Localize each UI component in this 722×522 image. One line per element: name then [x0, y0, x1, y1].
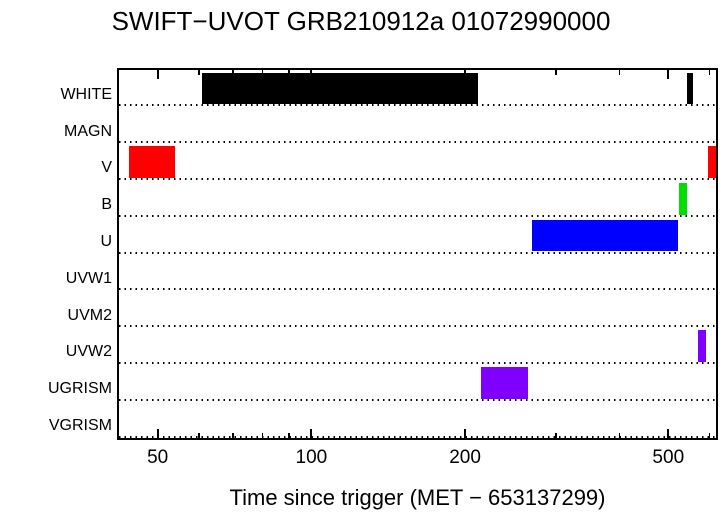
x-axis-minor-tick [288, 433, 290, 438]
row-divider-line [119, 361, 716, 364]
x-tick-label: 500 [652, 447, 685, 468]
row-divider-line [119, 104, 716, 107]
filter-label: UVM2 [67, 306, 112, 324]
x-tick-label: 200 [449, 447, 481, 468]
plot-area [119, 70, 716, 438]
row-divider-line [119, 251, 716, 254]
filter-label: UGRISM [48, 380, 112, 398]
x-axis-minor-tick [708, 70, 711, 75]
filter-label: B [101, 196, 112, 214]
x-tick-label: 50 [147, 447, 169, 468]
x-axis-minor-tick [198, 70, 200, 75]
x-axis-major-tick [310, 429, 313, 438]
row-divider-line [119, 288, 716, 291]
x-axis-minor-tick [261, 70, 264, 75]
filter-label: UVW2 [65, 343, 112, 361]
timeline-bar-white [201, 72, 478, 105]
filter-label: MAGN [64, 122, 112, 140]
timeline-bar-white [687, 72, 694, 105]
filter-label: VGRISM [48, 417, 112, 434]
row-divider-line [119, 177, 716, 180]
timeline-bar-b [679, 182, 687, 215]
x-tick-label: 100 [295, 447, 328, 468]
row-divider-line [119, 435, 716, 438]
filter-label: WHITE [60, 85, 112, 103]
x-axis-major-tick [667, 70, 670, 79]
filter-label: UVW1 [65, 269, 112, 287]
filter-label: U [100, 233, 112, 250]
row-divider-line [119, 325, 716, 328]
x-axis-minor-tick [288, 70, 290, 75]
x-axis-label: Time since trigger (MET − 653137299) [229, 485, 606, 510]
filter-label: V [101, 159, 112, 177]
x-axis-major-tick [464, 70, 467, 79]
plot-frame [117, 68, 718, 440]
x-axis-minor-tick [618, 433, 621, 438]
x-axis-minor-tick [232, 70, 234, 75]
x-axis-major-tick [310, 70, 313, 79]
x-axis-minor-tick [261, 433, 264, 438]
x-axis-major-tick [667, 429, 670, 438]
row-divider-line [119, 214, 716, 217]
x-axis-minor-tick [618, 70, 621, 75]
x-axis-minor-tick [708, 433, 711, 438]
row-divider-line [119, 398, 716, 401]
x-axis-minor-tick [198, 433, 200, 438]
timeline-bar-ugrism [481, 366, 529, 399]
timeline-bar-uvw2 [698, 330, 706, 362]
x-axis-minor-tick [555, 70, 557, 75]
row-divider-line [119, 141, 716, 144]
x-axis-major-tick [464, 429, 467, 438]
timeline-bar-v [129, 146, 175, 178]
x-axis-major-tick [156, 70, 159, 79]
x-axis-major-tick [156, 429, 159, 438]
timeline-bar-u [532, 219, 679, 252]
chart-title: SWIFT−UVOT GRB210912a 01072990000 [111, 6, 611, 36]
x-axis-minor-tick [232, 433, 234, 438]
x-axis-minor-tick [555, 433, 557, 438]
timeline-bar-v [707, 146, 716, 178]
